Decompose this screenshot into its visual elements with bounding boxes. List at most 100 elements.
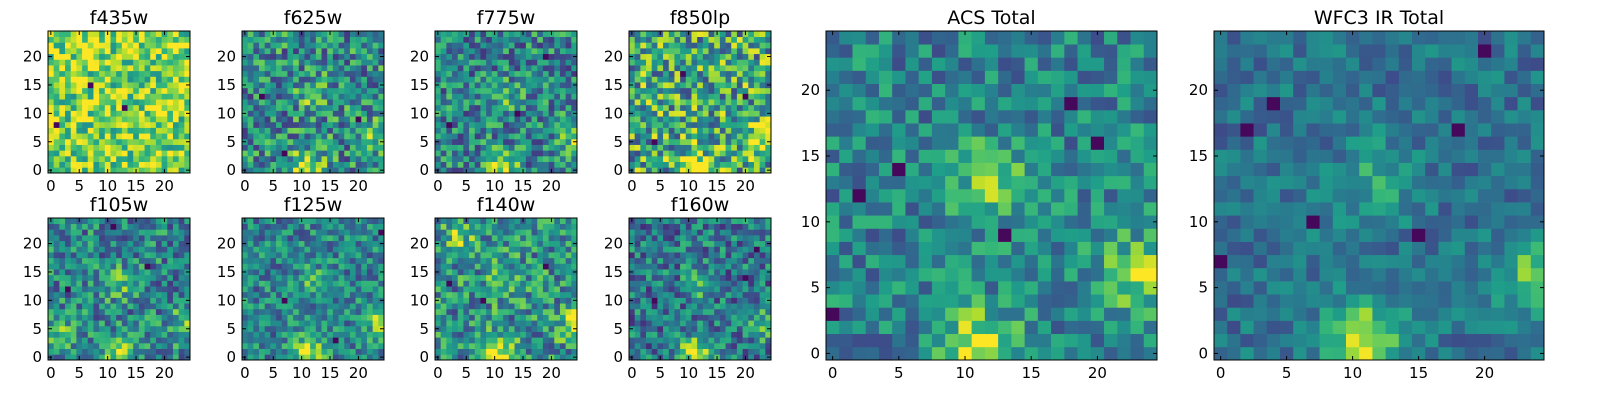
heatmap-cell	[446, 280, 453, 287]
heatmap-cell	[366, 303, 373, 310]
heatmap-cell	[378, 144, 385, 151]
x-tick-label: 5	[268, 364, 278, 382]
heatmap-cell	[674, 320, 681, 327]
heatmap-cell	[486, 138, 493, 145]
heatmap-cell	[281, 167, 288, 174]
heatmap-cell	[82, 308, 89, 315]
heatmap-cell	[110, 325, 117, 332]
heatmap-cell	[150, 342, 157, 349]
heatmap-cell	[565, 331, 572, 338]
heatmap-cell	[48, 303, 55, 310]
heatmap-cell	[293, 269, 300, 276]
heatmap-cell	[287, 93, 294, 100]
heatmap-cell	[469, 42, 476, 49]
heatmap-cell	[59, 229, 66, 236]
heatmap-cell	[247, 133, 254, 140]
heatmap-cell	[349, 269, 356, 276]
heatmap-cell	[668, 82, 675, 89]
heatmap-cell	[525, 297, 532, 304]
heatmap-cell	[48, 93, 55, 100]
heatmap-cell	[508, 59, 515, 66]
heatmap-cell	[366, 87, 373, 94]
heatmap-cell	[332, 127, 339, 134]
heatmap-cell	[640, 133, 647, 140]
heatmap-cell	[480, 263, 487, 270]
heatmap-cell	[463, 314, 470, 321]
heatmap-cell	[87, 269, 94, 276]
heatmap-cell	[99, 257, 106, 264]
heatmap-cell	[104, 342, 111, 349]
heatmap-cell	[59, 99, 66, 106]
heatmap-cell	[708, 138, 715, 145]
heatmap-cell	[281, 110, 288, 117]
heatmap-cell	[548, 104, 555, 111]
heatmap-cell	[571, 218, 578, 225]
heatmap-cell	[259, 150, 266, 157]
heatmap-cell	[657, 155, 664, 162]
heatmap-cell	[338, 246, 345, 253]
heatmap-cell	[463, 144, 470, 151]
heatmap-cell	[99, 354, 106, 361]
heatmap-cell	[714, 82, 721, 89]
heatmap-cell	[691, 342, 698, 349]
x-tick-label: 10	[679, 177, 698, 195]
heatmap-cell	[178, 93, 185, 100]
heatmap-cell	[116, 133, 123, 140]
heatmap-cell	[474, 235, 481, 242]
heatmap-cell	[646, 53, 653, 60]
heatmap-cell	[542, 229, 549, 236]
heatmap-cell	[446, 252, 453, 259]
heatmap-cell	[121, 161, 128, 168]
panel-title: f140w	[477, 194, 536, 216]
heatmap-cell	[287, 325, 294, 332]
y-tick-label: 15	[410, 76, 429, 94]
heatmap-cell	[657, 87, 664, 94]
heatmap-cell	[332, 87, 339, 94]
heatmap-cell	[537, 133, 544, 140]
heatmap-cell	[548, 342, 555, 349]
heatmap-cell	[554, 127, 561, 134]
heatmap-cell	[65, 99, 72, 106]
heatmap-cell	[497, 93, 504, 100]
heatmap-cell	[520, 53, 527, 60]
heatmap-cell	[327, 257, 334, 264]
heatmap-cell	[167, 121, 174, 128]
heatmap-cell	[82, 87, 89, 94]
heatmap-cell	[497, 218, 504, 225]
heatmap-cell	[691, 31, 698, 38]
heatmap-cell	[440, 138, 447, 145]
heatmap-cell	[435, 65, 442, 72]
heatmap-cell	[571, 104, 578, 111]
heatmap-cell	[138, 274, 145, 281]
heatmap-cell	[349, 144, 356, 151]
heatmap-cell	[242, 150, 249, 157]
heatmap-cell	[640, 121, 647, 128]
heatmap-cell	[144, 82, 151, 89]
heatmap-cell	[725, 133, 732, 140]
heatmap-cell	[697, 76, 704, 83]
heatmap-cell	[548, 235, 555, 242]
heatmap-cell	[497, 263, 504, 270]
heatmap-cell	[531, 223, 538, 230]
heatmap-cell	[520, 133, 527, 140]
heatmap-cell	[253, 320, 260, 327]
heatmap-cell	[685, 42, 692, 49]
x-tick-label: 5	[655, 177, 665, 195]
heatmap-cell	[663, 53, 670, 60]
heatmap-cell	[463, 48, 470, 55]
heatmap-cell	[759, 280, 766, 287]
heatmap-cell	[435, 155, 442, 162]
heatmap-cell	[155, 161, 162, 168]
heatmap-cell	[480, 308, 487, 315]
heatmap-cell	[121, 65, 128, 72]
heatmap-cell	[378, 127, 385, 134]
heatmap-cell	[685, 87, 692, 94]
heatmap-cell	[133, 138, 140, 145]
heatmap-cell	[133, 144, 140, 151]
heatmap-cell	[264, 36, 271, 43]
heatmap-cell	[559, 48, 566, 55]
heatmap-cell	[293, 337, 300, 344]
heatmap-cell	[82, 257, 89, 264]
heatmap-cell	[253, 87, 260, 94]
